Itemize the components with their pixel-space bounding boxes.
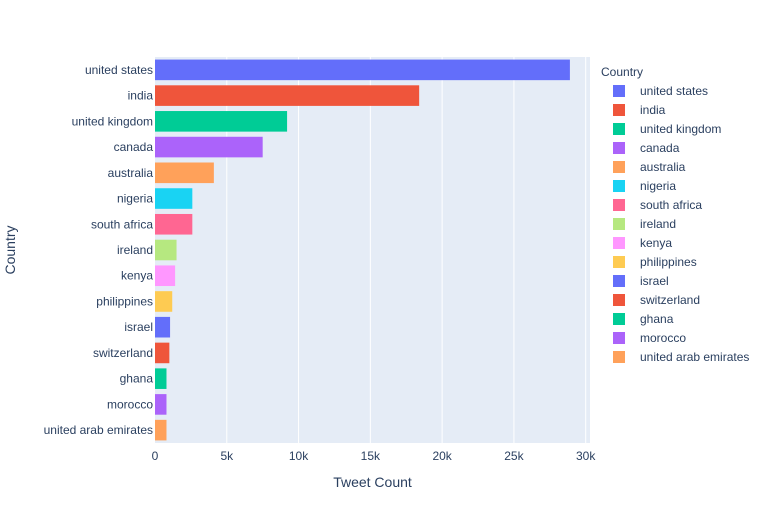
x-tick-label: 10k [289,449,309,463]
y-axis-ticks: united states india united kingdom canada au… [44,63,154,437]
bar [155,162,214,184]
y-tick-label: australia [108,166,154,180]
legend-entry: united arab emirates [640,350,749,364]
y-tick-label: south africa [91,217,153,231]
legend-entry: nigeria [640,179,676,193]
y-tick-label: united kingdom [72,114,153,128]
legend-entry: australia [640,160,686,174]
legend-entry: united kingdom [640,122,721,136]
legend-entry: switzerland [640,293,700,307]
legend-swatch [613,332,625,344]
legend-swatch [613,123,625,135]
bars [155,59,570,441]
legend-title: Country [601,65,643,79]
legend: Country united states india united kingdom… [601,65,749,364]
y-tick-label: switzerland [93,346,153,360]
x-axis-ticks: 0 5k 10k 15k 20k 25k 30k [152,449,597,463]
bar [155,342,170,364]
legend-entry: canada [640,141,680,155]
y-axis-title: Country [2,225,18,274]
y-tick-label: philippines [96,294,153,308]
y-tick-label: canada [114,140,154,154]
legend-swatch [613,142,625,154]
x-tick-label: 20k [432,449,452,463]
x-tick-label: 5k [220,449,234,463]
y-tick-label: kenya [121,269,153,283]
x-tick-label: 15k [361,449,381,463]
y-tick-label: israel [124,320,153,334]
bar [155,419,167,441]
legend-entry: south africa [640,198,702,212]
bar [155,85,420,106]
legend-entry: ghana [640,312,674,326]
legend-swatch [613,351,625,363]
legend-entry: philippines [640,255,697,269]
bar [155,239,177,261]
legend-swatch [613,275,625,287]
legend-swatch [613,256,625,268]
bar [155,316,171,338]
legend-swatch [613,85,625,97]
legend-swatch [613,104,625,116]
legend-swatch [613,313,625,325]
y-tick-label: morocco [107,397,153,411]
legend-entry: israel [640,274,669,288]
y-tick-label: nigeria [117,192,153,206]
legend-swatch [613,218,625,230]
legend-entry: kenya [640,236,672,250]
x-axis-title: Tweet Count [333,474,412,490]
x-tick-label: 0 [152,449,159,463]
bar [155,136,263,158]
bar [155,111,288,132]
y-tick-label: ghana [120,372,154,386]
legend-swatch [613,180,625,192]
legend-entry: ireland [640,217,676,231]
legend-swatch [613,199,625,211]
bar [155,394,167,415]
bar [155,291,173,312]
x-tick-label: 30k [576,449,596,463]
legend-entry: india [640,103,666,117]
x-tick-label: 25k [504,449,524,463]
bar [155,265,176,287]
y-tick-label: ireland [117,243,153,257]
legend-swatch [613,161,625,173]
y-tick-label: united arab emirates [44,423,153,437]
y-tick-label: united states [85,63,153,77]
bar [155,59,570,81]
legend-swatch [613,237,625,249]
y-tick-label: india [128,89,154,103]
bar [155,188,193,209]
legend-entry: morocco [640,331,686,345]
bar [155,213,193,235]
legend-entry: united states [640,84,708,98]
legend-swatch [613,294,625,306]
bar [155,368,167,389]
